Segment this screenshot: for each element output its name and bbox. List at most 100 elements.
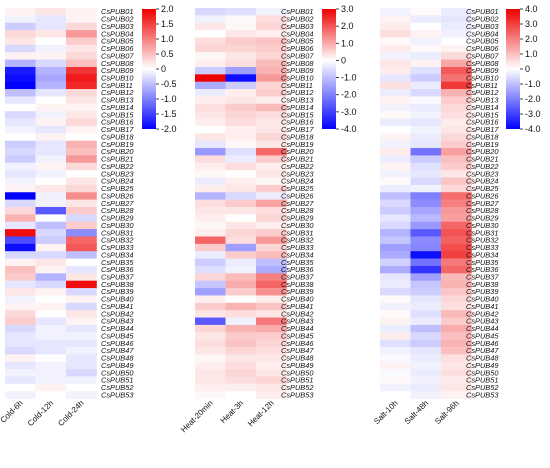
- heatmap-cell: [66, 192, 97, 200]
- heatmap-cell: [66, 273, 97, 281]
- heatmap-cell: [66, 8, 97, 16]
- heatmap-cell: [225, 354, 257, 363]
- heatmap-cell: [410, 22, 442, 31]
- gene-label: CsPUB38: [281, 280, 314, 289]
- heatmap-cell: [35, 206, 67, 215]
- heatmap-cell: [195, 199, 226, 208]
- gene-label: CsPUB18: [101, 132, 134, 141]
- heatmap-cell: [195, 391, 226, 399]
- legend-tick-label: -1.0: [341, 73, 357, 83]
- heatmap-cell: [5, 288, 36, 296]
- heatmap-cell: [35, 22, 67, 31]
- heatmap-cell: [35, 96, 67, 105]
- heatmap-cell: [380, 302, 411, 311]
- legend-tick-label: 1.0: [341, 38, 354, 48]
- heatmap-cell: [380, 383, 411, 392]
- heatmap-panel-heat: CsPUB01CsPUB02CsPUB03CsPUB04CsPUB05CsPUB…: [179, 4, 356, 434]
- gene-label: CsPUB52: [281, 383, 313, 392]
- heatmap-cell: [195, 111, 226, 119]
- heatmap-cell: [225, 37, 257, 46]
- heatmap-cell: [380, 30, 411, 38]
- heatmap-cell: [35, 44, 67, 53]
- color-scale-bar: [142, 9, 156, 129]
- heatmap-cell: [441, 229, 472, 237]
- gene-label: CsPUB41: [466, 302, 498, 311]
- heatmap-cell: [380, 66, 411, 75]
- heatmap-cell: [5, 81, 36, 90]
- gene-label: CsPUB24: [281, 177, 313, 186]
- heatmap-cell: [441, 66, 472, 75]
- heatmap-cell: [35, 369, 67, 377]
- heatmap-cell: [35, 125, 67, 134]
- gene-label: CsPUB09: [466, 66, 498, 75]
- gene-label: CsPUB01: [466, 7, 498, 16]
- heatmap-cell: [225, 199, 257, 208]
- heatmap-cell: [410, 81, 442, 90]
- gene-label: CsPUB33: [281, 243, 314, 252]
- heatmap-cell: [5, 37, 36, 46]
- heatmap-cell: [5, 251, 36, 259]
- heatmap-cell: [256, 125, 287, 134]
- condition-label: Cold-12h: [26, 399, 55, 428]
- heatmap-cell: [410, 236, 442, 245]
- heatmap-cell: [256, 118, 287, 127]
- heatmap-cell: [66, 103, 97, 112]
- gene-label: CsPUB21: [101, 155, 133, 164]
- heatmap-cell: [410, 184, 442, 193]
- heatmap-cell: [441, 8, 472, 16]
- heatmap-cell: [195, 184, 226, 193]
- heatmap-cell: [35, 391, 67, 399]
- heatmap-cell: [256, 369, 287, 377]
- heatmap-cell: [441, 140, 472, 149]
- gene-label: CsPUB32: [101, 236, 133, 245]
- heatmap-cell: [441, 354, 472, 363]
- heatmap-cell: [66, 302, 97, 311]
- heatmap-cell: [225, 221, 257, 230]
- legend-tick-label: -1.0: [525, 79, 541, 89]
- gene-label: CsPUB02: [466, 15, 498, 24]
- heatmap-cell: [66, 111, 97, 119]
- gene-label: CsPUB52: [101, 383, 133, 392]
- heatmap-cell: [225, 162, 257, 171]
- heatmap-cell: [441, 221, 472, 230]
- heatmap-cell: [441, 44, 472, 53]
- heatmap-cell: [410, 265, 442, 274]
- legend-tick-label: -1.0: [161, 94, 177, 104]
- heatmap-cell: [380, 221, 411, 230]
- legend-tick-label: -0.5: [161, 79, 177, 89]
- heatmap-cell: [380, 15, 411, 24]
- heatmap-cell: [35, 258, 67, 267]
- heatmap-cell: [410, 288, 442, 296]
- heatmap-cell: [441, 96, 472, 105]
- heatmap-cell: [256, 133, 287, 141]
- heatmap-cell: [66, 347, 97, 355]
- heatmap-cell: [35, 52, 67, 60]
- gene-label: CsPUB20: [101, 147, 134, 156]
- heatmap-cell: [225, 229, 257, 237]
- heatmap-cell: [5, 265, 36, 274]
- legend-tick-label: -4.0: [525, 124, 541, 134]
- heatmap-cell: [256, 184, 287, 193]
- heatmap-cell: [195, 273, 226, 281]
- heatmap-cell: [195, 30, 226, 38]
- gene-label: CsPUB23: [281, 169, 314, 178]
- heatmap-cell: [35, 118, 67, 127]
- gene-label: CsPUB24: [101, 177, 133, 186]
- heatmap-cell: [35, 148, 67, 156]
- heatmap-cell: [66, 317, 97, 326]
- heatmap-cell: [195, 243, 226, 252]
- gene-label: CsPUB06: [281, 44, 314, 53]
- gene-label: CsPUB32: [466, 236, 498, 245]
- legend-tick-label: -2.0: [161, 124, 177, 134]
- heatmap-cell: [225, 288, 257, 296]
- heatmap-cell: [410, 302, 442, 311]
- heatmap-panel-cold: CsPUB01CsPUB02CsPUB03CsPUB04CsPUB05CsPUB…: [0, 4, 177, 428]
- gene-label: CsPUB26: [281, 191, 314, 200]
- heatmap-cell: [225, 192, 257, 200]
- gene-label: CsPUB02: [281, 15, 313, 24]
- heatmap-cell: [441, 280, 472, 289]
- heatmap-cell: [410, 324, 442, 333]
- gene-label: CsPUB33: [466, 243, 499, 252]
- heatmap-cell: [66, 332, 97, 340]
